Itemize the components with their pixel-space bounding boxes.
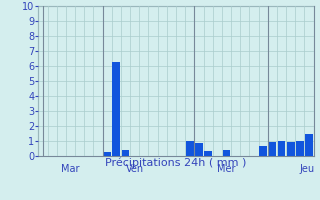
Bar bbox=[204, 151, 212, 156]
Bar bbox=[287, 142, 295, 156]
Text: Jeu: Jeu bbox=[300, 164, 315, 174]
X-axis label: Précipitations 24h ( mm ): Précipitations 24h ( mm ) bbox=[105, 157, 247, 168]
Bar bbox=[112, 62, 120, 156]
Text: Ven: Ven bbox=[125, 164, 144, 174]
Bar bbox=[122, 150, 130, 156]
Bar bbox=[259, 146, 267, 156]
Bar bbox=[296, 141, 304, 156]
Bar bbox=[277, 141, 285, 156]
Bar bbox=[222, 150, 230, 156]
Bar bbox=[103, 152, 111, 156]
Bar bbox=[195, 142, 203, 156]
Text: Mer: Mer bbox=[217, 164, 236, 174]
Bar bbox=[305, 134, 313, 156]
Text: Mar: Mar bbox=[61, 164, 80, 174]
Bar bbox=[186, 141, 194, 156]
Bar bbox=[268, 142, 276, 156]
